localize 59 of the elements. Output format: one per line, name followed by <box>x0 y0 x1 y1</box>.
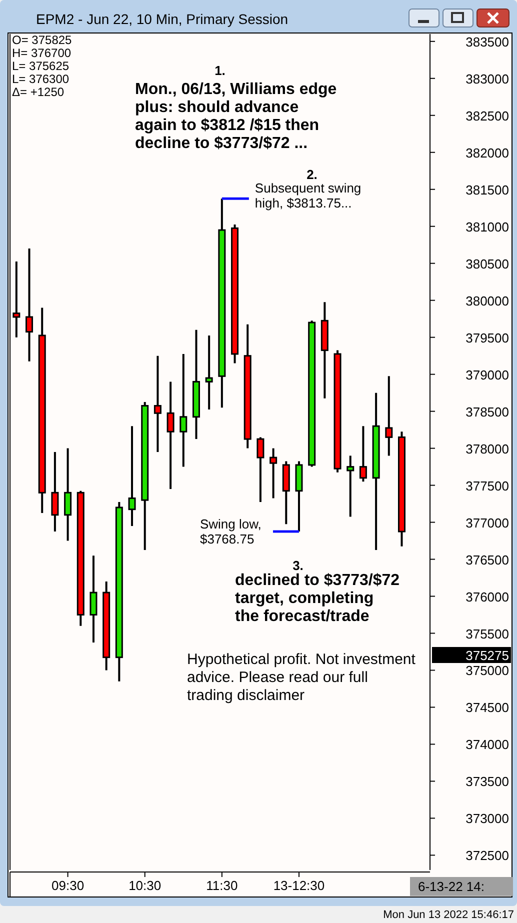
y-tick-label: 373500 <box>466 774 509 790</box>
candlestick <box>128 425 136 527</box>
y-tick-label: 378500 <box>466 404 509 420</box>
annotation: Swing low, $3768.75 <box>200 516 262 547</box>
annotation: declined to $3773/$72 target, completing the forecast/trade <box>235 572 400 625</box>
y-tick-label: 373000 <box>466 811 509 826</box>
y-tick-label: 374500 <box>466 700 509 716</box>
y-tick-label: 376000 <box>466 589 509 604</box>
annotation: O= 375825 <box>12 33 72 47</box>
y-tick-label: 377500 <box>466 478 509 494</box>
y-tick-label: 372500 <box>466 848 509 864</box>
annotation: Hypothetical profit. Not investment advice. Please read our full trading disclaimer <box>187 651 416 704</box>
annotation: Mon., 06/13, Williams edge plus: should advance again to $3812 /$15 then decline to $3773/$72 ... <box>135 81 337 152</box>
candlestick <box>180 352 188 468</box>
x-tick-label: 11:30 <box>206 878 238 893</box>
y-tick-label: 382000 <box>466 145 509 160</box>
chart-title: EPM2 - Jun 22, 10 Min, Primary Session <box>36 11 288 27</box>
text: Mon Jun 13 2022 15:46:17 <box>383 909 514 921</box>
y-tick-label: 380500 <box>466 256 509 272</box>
y-tick-label: 382500 <box>466 108 509 124</box>
y-tick-label: 383000 <box>466 71 509 86</box>
x-tick-label: 09:30 <box>52 878 84 893</box>
y-tick-label: 379500 <box>466 330 509 346</box>
candlestick <box>256 436 264 503</box>
candlestick <box>385 375 393 457</box>
y-tick-label: 379000 <box>466 367 509 382</box>
annotation: L= 376300 <box>12 72 70 86</box>
candlestick <box>359 425 367 483</box>
candlestick <box>90 554 98 644</box>
y-tick-label: 383500 <box>466 34 509 50</box>
y-tick-label: 375000 <box>466 663 509 678</box>
y-tick-label: 380000 <box>466 293 509 308</box>
text: 6-13-22 14: <box>418 879 484 894</box>
annotation: L= 375625 <box>12 59 70 73</box>
x-tick-label: 10:30 <box>128 878 162 893</box>
candlestick <box>26 248 34 362</box>
annotation: 2. <box>306 167 318 182</box>
candlestick <box>12 260 20 338</box>
text: 375275 <box>466 648 509 663</box>
annotation: 1. <box>214 63 226 78</box>
candlestick <box>64 447 72 542</box>
annotation: Subsequent swing high, $3813.75... <box>254 180 362 211</box>
x-tick-label: 13-12:30 <box>273 878 325 893</box>
y-tick-label: 374000 <box>466 737 509 752</box>
annotation: 3. <box>292 558 304 573</box>
y-tick-label: 381500 <box>466 182 509 198</box>
annotation: Δ= +1250 <box>12 85 64 99</box>
annotation: H= 376700 <box>12 46 72 60</box>
y-tick-label: 375500 <box>466 626 509 642</box>
y-tick-label: 381000 <box>466 219 509 234</box>
candlestick <box>346 454 354 518</box>
candlestick <box>166 380 174 490</box>
candlestick <box>154 354 162 453</box>
y-tick-label: 378000 <box>466 441 509 456</box>
y-tick-label: 376500 <box>466 552 509 568</box>
candlestick <box>205 334 213 410</box>
y-tick-label: 377000 <box>466 515 509 530</box>
candlestick <box>51 451 59 533</box>
candlestick <box>270 447 278 500</box>
